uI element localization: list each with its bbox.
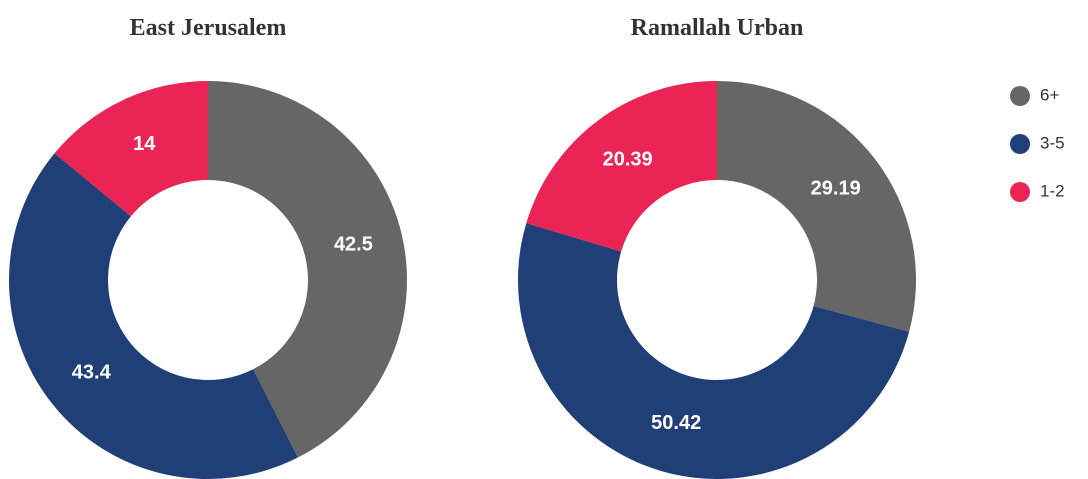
- data-label: 43.4: [72, 362, 112, 384]
- donut-slice: [54, 81, 209, 217]
- donut-slice: [526, 81, 717, 252]
- data-label: 20.39: [603, 148, 653, 170]
- data-label: 29.19: [811, 177, 861, 199]
- donut-slice: [717, 81, 916, 332]
- legend-marker: [1010, 134, 1030, 154]
- legend-label: 1-2: [1040, 181, 1065, 200]
- donut-slice: [208, 81, 407, 458]
- donut-slice: [517, 223, 910, 479]
- chart-title: East Jerusalem: [130, 15, 287, 41]
- legend-marker: [1010, 86, 1030, 106]
- donut-slice: [9, 153, 298, 479]
- data-label: 50.42: [651, 412, 701, 434]
- data-label: 14: [133, 133, 156, 155]
- data-label: 42.5: [334, 234, 373, 256]
- chart-title: Ramallah Urban: [631, 15, 804, 41]
- legend-marker: [1010, 182, 1030, 202]
- legend-label: 3-5: [1040, 133, 1065, 152]
- legend-label: 6+: [1040, 85, 1059, 104]
